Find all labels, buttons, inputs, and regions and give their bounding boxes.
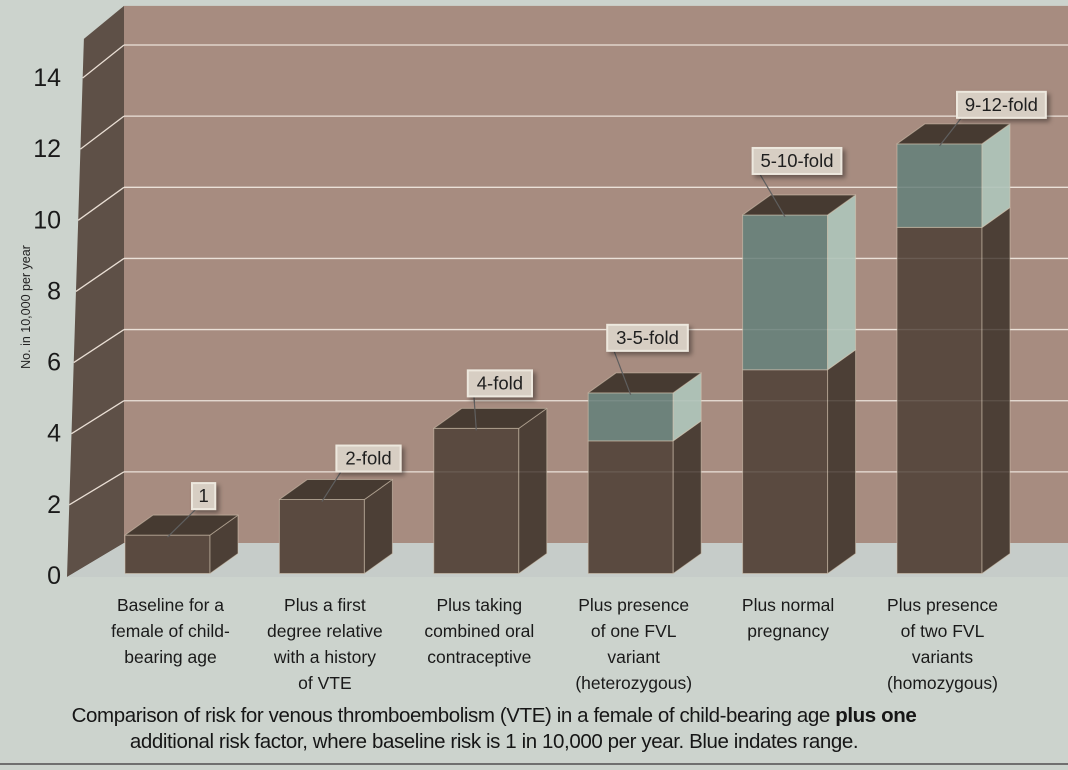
callout-box xyxy=(956,90,1047,119)
callout-leader-line xyxy=(473,394,477,431)
bar-group xyxy=(896,123,1011,574)
callout-leader-line xyxy=(167,506,199,538)
chart-caption: Comparison of risk for venous thromboemb… xyxy=(0,703,1068,755)
gridline-side-wall xyxy=(82,44,125,79)
callout-box xyxy=(606,323,689,352)
callout-box xyxy=(466,369,533,398)
callout: 4-fold xyxy=(466,369,533,431)
callout-leader-line xyxy=(758,171,786,218)
callout-label: 5-10-fold xyxy=(760,150,833,171)
gridline-side-wall xyxy=(73,329,125,364)
y-tick-label: 14 xyxy=(33,64,61,92)
bars xyxy=(124,123,1011,574)
vte-risk-chart: 1 2-fold 4-fold 3-5-fold 5-10-fold 9-12-fold 0… xyxy=(19,5,1068,693)
gridline-side-wall xyxy=(75,257,125,292)
bar-top-face xyxy=(278,479,393,501)
callout-label: 4-fold xyxy=(477,372,523,393)
callout-box xyxy=(335,444,402,473)
callout-label: 2-fold xyxy=(345,448,391,469)
bar-top-face xyxy=(742,194,857,216)
bar-side-face xyxy=(981,206,1011,574)
gridline-side-wall xyxy=(80,115,125,150)
bar-group xyxy=(742,194,857,574)
gridline-side-wall xyxy=(71,400,125,435)
callout-box xyxy=(751,146,843,175)
gridline-side-wall xyxy=(68,471,125,506)
bar-range-side-face xyxy=(827,194,857,371)
bar-front-face xyxy=(433,427,520,574)
caption-line-2: additional risk factor, where baseline r… xyxy=(129,730,859,753)
caption-line1-text: Comparison of risk for venous thromboemb… xyxy=(71,704,836,727)
category-label: Plus presence of one FVL variant (heterozyg… xyxy=(575,595,692,693)
bar-side-face xyxy=(518,407,548,574)
bar-top-face xyxy=(896,123,1011,145)
caption-line-1: Comparison of risk for venous thromboemb… xyxy=(0,703,988,729)
callout: 9-12-fold xyxy=(939,90,1047,147)
bar-group xyxy=(433,407,548,574)
callout-label: 1 xyxy=(198,485,208,506)
callout-leader-line xyxy=(612,348,632,396)
category-label: Plus a first degree relative with a histor… xyxy=(267,595,383,693)
callout-label: 9-12-fold xyxy=(965,94,1038,115)
bottom-divider-line xyxy=(0,763,1068,765)
bar-range-front-face xyxy=(742,214,829,371)
y-axis-title: No. in 10,000 per year xyxy=(19,245,33,369)
category-label: Baseline for a female of child-bearing ag… xyxy=(111,595,230,667)
callout-label: 3-5-fold xyxy=(616,327,679,348)
gridline-side-wall xyxy=(77,186,125,221)
bar-side-face xyxy=(672,420,702,574)
bar-group xyxy=(587,372,702,574)
left-wall xyxy=(67,5,124,577)
bar-top-face xyxy=(124,514,239,536)
callout: 2-fold xyxy=(321,444,402,502)
callout: 3-5-fold xyxy=(606,323,689,396)
bar-front-face xyxy=(278,499,365,574)
y-tick-label: 2 xyxy=(47,491,61,519)
bar-range-front-face xyxy=(896,143,983,228)
bar-group xyxy=(278,479,393,574)
bar-top-face xyxy=(433,407,548,429)
y-tick-label: 0 xyxy=(47,562,61,590)
y-tick-label: 6 xyxy=(47,349,61,377)
category-label: Plus normal pregnancy xyxy=(742,595,834,641)
category-label: Plus taking combined oral contraceptive xyxy=(424,595,534,667)
y-tick-label: 4 xyxy=(47,420,61,448)
bar-group xyxy=(124,514,239,574)
callout: 5-10-fold xyxy=(751,146,843,218)
y-tick-label: 8 xyxy=(47,277,61,305)
callout: 1 xyxy=(167,482,217,538)
category-label: Plus presence of two FVL variants (homozygo… xyxy=(887,595,998,693)
caption-line1-bold-text: plus one xyxy=(835,704,917,727)
bar-top-face xyxy=(587,372,702,394)
y-tick-label: 10 xyxy=(33,206,61,234)
bar-range-front-face xyxy=(587,392,674,442)
bar-side-face xyxy=(827,349,857,574)
callout-leader-line xyxy=(321,469,343,502)
bar-front-face xyxy=(587,440,674,574)
y-tick-label: 12 xyxy=(33,135,61,163)
callout-box xyxy=(191,482,217,511)
bar-front-face xyxy=(124,534,211,574)
callout-leader-line xyxy=(939,115,964,147)
